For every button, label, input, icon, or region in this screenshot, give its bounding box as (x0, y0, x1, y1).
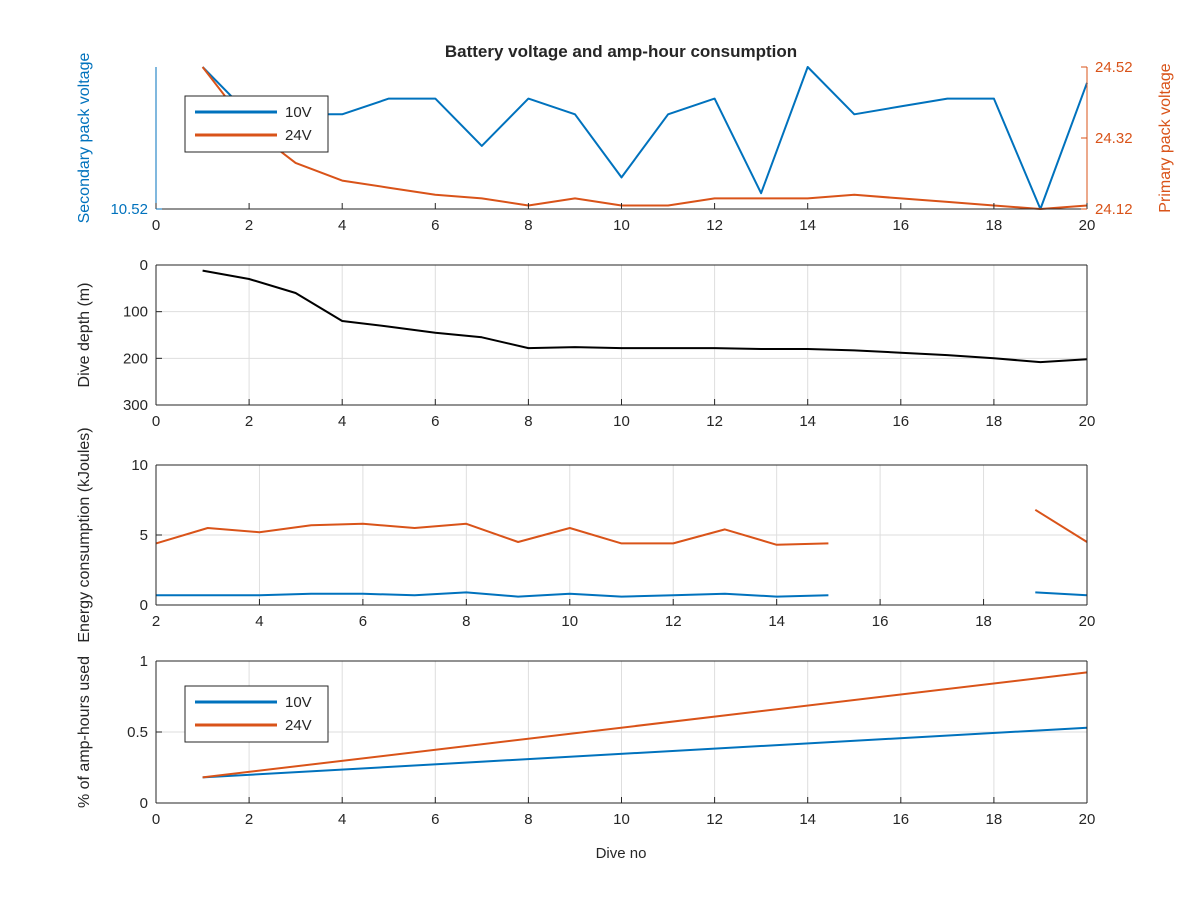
x-tick-label: 18 (986, 217, 1003, 234)
figure-x-axis-label: Dive no (596, 845, 647, 862)
x-tick-label: 16 (872, 613, 889, 630)
x-tick-label: 12 (665, 613, 682, 630)
series-line-10v (202, 726, 1088, 779)
x-tick-label: 18 (975, 613, 992, 630)
y-tick-label: 100 (123, 304, 148, 321)
x-tick-label: 4 (338, 217, 346, 234)
x-tick-label: 4 (338, 413, 346, 430)
x-tick-label: 10 (613, 811, 630, 828)
y-tick-label: 10.52 (110, 201, 148, 218)
amp-hours-panel: 0 2 4 6 8 10 12 14 16 18 20 0 0.5 1 % of amp-hours use… (76, 653, 1095, 828)
x-tick-label: 8 (524, 811, 532, 828)
x-tick-label: 6 (431, 217, 439, 234)
x-tick-label: 2 (245, 217, 253, 234)
x-tick-label: 6 (431, 413, 439, 430)
y-axis-label: Dive depth (m) (76, 283, 93, 388)
y-axis-label: % of amp-hours used (76, 656, 93, 808)
y-axis-label: Secondary pack voltage (76, 53, 93, 224)
legend-box (184, 95, 329, 153)
series-line (155, 522, 829, 546)
x-tick-label: 10 (561, 613, 578, 630)
legend-label: 10V (285, 104, 312, 121)
x-tick-label: 6 (431, 811, 439, 828)
right-y-tick-label: 24.12 (1095, 201, 1133, 218)
series-line-10v (201, 66, 1088, 210)
x-tick-label: 10 (613, 413, 630, 430)
x-tick-label: 20 (1079, 413, 1096, 430)
energy-consumption-panel: 2 4 6 8 10 12 14 16 18 20 0 5 10 Energy consumption (… (76, 427, 1095, 642)
x-tick-label: 20 (1079, 217, 1096, 234)
y-tick-label: 0 (140, 257, 148, 274)
y-tick-label: 0.5 (127, 724, 148, 741)
x-tick-label: 20 (1079, 811, 1096, 828)
voltage-panel: 0 2 4 6 8 10 12 14 16 18 20 10.52 24.12 24.32 24.52 Sec… (76, 53, 1174, 234)
legend-box (184, 685, 329, 743)
right-y-tick-label: 24.52 (1095, 59, 1133, 76)
series-line-24v (201, 66, 1088, 210)
y-tick-label: 10 (131, 457, 148, 474)
legend-label: 10V (285, 694, 312, 711)
x-tick-label: 12 (706, 413, 723, 430)
x-tick-label: 20 (1079, 613, 1096, 630)
x-tick-label: 2 (152, 613, 160, 630)
x-tick-label: 8 (524, 217, 532, 234)
x-tick-label: 18 (986, 413, 1003, 430)
x-tick-label: 14 (768, 613, 785, 630)
x-tick-label: 14 (799, 413, 816, 430)
y-axis-label: Energy consumption (kJoules) (76, 427, 93, 642)
x-tick-label: 16 (892, 217, 909, 234)
x-tick-label: 4 (255, 613, 263, 630)
x-tick-label: 0 (152, 811, 160, 828)
x-tick-label: 2 (245, 413, 253, 430)
series-line (1034, 508, 1088, 543)
x-tick-label: 0 (152, 217, 160, 234)
x-tick-label: 8 (462, 613, 470, 630)
right-y-tick-label: 24.32 (1095, 130, 1133, 147)
x-tick-label: 16 (892, 811, 909, 828)
y-tick-label: 5 (140, 527, 148, 544)
x-tick-label: 16 (892, 413, 909, 430)
y-tick-label: 0 (140, 597, 148, 614)
x-tick-label: 6 (359, 613, 367, 630)
figure-title: Battery voltage and amp-hour consumption (445, 42, 797, 61)
x-tick-label: 18 (986, 811, 1003, 828)
x-tick-label: 12 (706, 217, 723, 234)
legend-label: 24V (285, 127, 312, 144)
x-tick-label: 12 (706, 811, 723, 828)
x-tick-label: 10 (613, 217, 630, 234)
y-tick-label: 0 (140, 795, 148, 812)
x-tick-label: 2 (245, 811, 253, 828)
x-tick-label: 8 (524, 413, 532, 430)
series-line (1035, 591, 1088, 597)
series-line (202, 269, 1088, 364)
series-line (156, 591, 829, 598)
x-tick-label: 14 (799, 217, 816, 234)
x-tick-label: 4 (338, 811, 346, 828)
legend-label: 24V (285, 717, 312, 734)
y-tick-label: 300 (123, 397, 148, 414)
y-tick-label: 1 (140, 653, 148, 670)
y-tick-label: 200 (123, 350, 148, 367)
right-y-axis-label: Primary pack voltage (1157, 63, 1174, 212)
x-tick-label: 14 (799, 811, 816, 828)
series-line-24v (202, 671, 1088, 779)
x-tick-label: 0 (152, 413, 160, 430)
